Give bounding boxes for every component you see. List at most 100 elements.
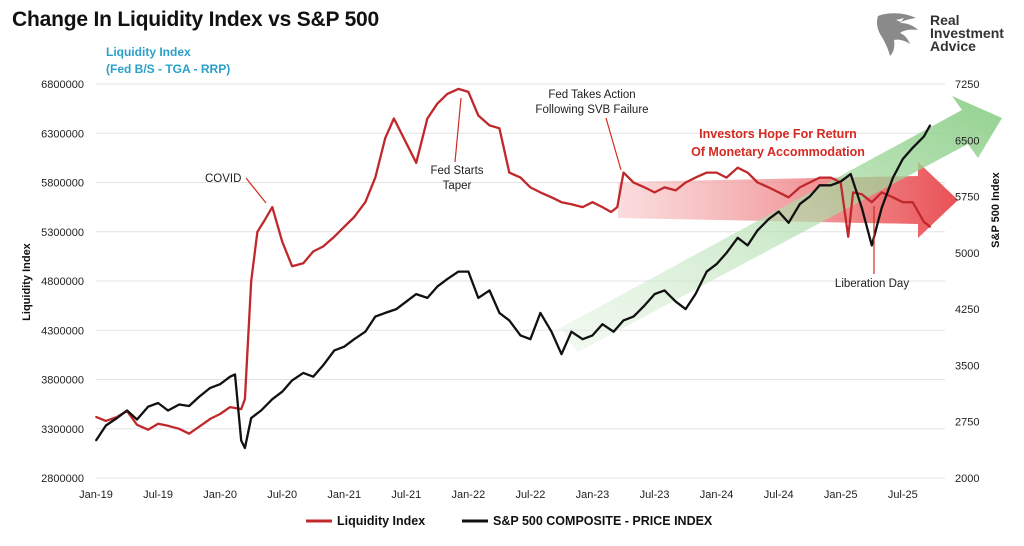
sp500-point — [260, 409, 262, 412]
liquidity-point — [446, 92, 449, 95]
x-tick-label: Jan-22 — [452, 489, 486, 501]
liquidity-point — [529, 186, 532, 189]
sp500-point — [477, 296, 480, 299]
sp500-point — [591, 334, 594, 337]
left-axis: 2800000 3300000 3800000 4300000 4800000 53000… — [41, 79, 84, 485]
sp500-point — [234, 373, 236, 376]
sp500-point — [829, 184, 832, 187]
sp500-point — [219, 383, 222, 386]
y-left-tick-label: 3300000 — [41, 424, 84, 436]
chart-title: Change In Liquidity Index vs S&P 500 — [12, 8, 380, 31]
liquidity-point — [715, 171, 718, 174]
brand-name: Real Investment Advice — [930, 12, 1004, 54]
sp500-point — [922, 135, 925, 138]
sp500-point — [725, 251, 728, 254]
sp500-point — [570, 330, 573, 333]
liquidity-point — [392, 117, 395, 120]
sp500-point — [374, 315, 377, 318]
sp500-point — [798, 203, 801, 205]
sp500-point — [188, 405, 190, 407]
sp500-point — [446, 278, 449, 281]
brand-logo: Real Investment Advice — [872, 10, 1022, 60]
liquidity-point — [457, 88, 460, 90]
liquidity-point — [829, 176, 832, 179]
liquidity-point — [105, 419, 107, 422]
liquidity-point — [374, 176, 377, 179]
sp500-point — [364, 330, 367, 333]
sp500-point — [229, 375, 231, 378]
liquidity-point — [477, 114, 480, 117]
x-tick-label: Jan-25 — [824, 489, 858, 501]
sp500-point — [746, 244, 749, 247]
sp500-point — [891, 176, 894, 179]
x-tick-label: Jul-23 — [640, 489, 670, 501]
liquidity-point — [384, 137, 387, 140]
liquidity-point — [610, 211, 613, 213]
liquidity-point — [818, 176, 821, 179]
liquidity-label-annotation: Liquidity Index — [106, 45, 191, 59]
liquidity-formula-annotation: (Fed B/S - TGA - RRP) — [106, 62, 230, 76]
liquidity-point — [343, 225, 346, 228]
y-left-tick-label: 5800000 — [41, 178, 84, 190]
liquidity-point — [746, 171, 749, 174]
liquidity-point — [188, 432, 190, 435]
sp500-point — [436, 285, 439, 288]
sp500-point — [488, 289, 491, 292]
sp500-point — [880, 206, 883, 209]
svb-annotation-line-2: Following SVB Failure — [535, 104, 648, 116]
liquidity-point — [508, 171, 511, 174]
brand-line-3: Advice — [930, 38, 976, 54]
sp500-point — [384, 311, 387, 314]
liquidity-point — [244, 398, 246, 401]
liquidity-point — [798, 186, 801, 189]
sp500-point — [209, 387, 212, 389]
y-right-tick-label: 2750 — [955, 417, 979, 429]
svb-pointer — [605, 117, 622, 171]
x-tick-label: Jul-24 — [764, 489, 794, 501]
liquidity-point — [674, 189, 677, 192]
sp500-point — [333, 349, 336, 352]
liquidity-point — [229, 406, 231, 408]
sp500-point — [663, 289, 666, 292]
liquidity-point — [157, 422, 159, 425]
x-tick-label: Jul-19 — [143, 489, 173, 501]
sp500-point — [322, 364, 325, 367]
liquidity-point — [178, 427, 181, 430]
liquidity-point — [147, 428, 150, 431]
liquidity-point — [312, 250, 315, 253]
sp500-point — [849, 173, 852, 175]
x-tick-label: Jan-21 — [327, 489, 361, 501]
liquidity-point — [622, 171, 625, 174]
sp500-point — [95, 439, 97, 442]
brand-line-2: Investment — [930, 25, 1004, 41]
y-right-tick-label: 4250 — [955, 304, 979, 316]
sp500-point — [167, 409, 169, 412]
sp500-point — [281, 390, 284, 393]
green-trend-arrow — [560, 96, 1002, 352]
liquidity-point — [256, 230, 259, 233]
y-left-tick-label: 6300000 — [41, 128, 84, 140]
liquidity-point — [550, 196, 553, 199]
sp500-point — [457, 270, 460, 273]
y-right-tick-label: 3500 — [955, 360, 979, 372]
y-right-tick-label: 2000 — [955, 473, 979, 485]
left-axis-title: Liquidity Index — [21, 242, 33, 320]
sp500-point — [395, 308, 398, 311]
sp500-point — [244, 447, 246, 449]
liquidity-point — [911, 201, 914, 204]
liquidity-point — [694, 176, 697, 179]
liquidity-point — [632, 181, 635, 184]
liquidity-point — [281, 240, 284, 243]
liberation-day-annotation: Liberation Day — [835, 278, 909, 290]
liquidity-point — [601, 206, 604, 209]
liquidity-point — [240, 408, 243, 410]
sp500-point — [157, 402, 159, 404]
sp500-point — [818, 184, 821, 187]
liquidity-point — [929, 225, 932, 228]
sp500-point — [632, 315, 635, 318]
y-left-tick-label: 4800000 — [41, 276, 84, 288]
sp500-point — [343, 345, 346, 348]
sp500-point — [302, 372, 305, 374]
sp500-point — [601, 323, 604, 326]
brand-line-1: Real — [930, 12, 960, 28]
